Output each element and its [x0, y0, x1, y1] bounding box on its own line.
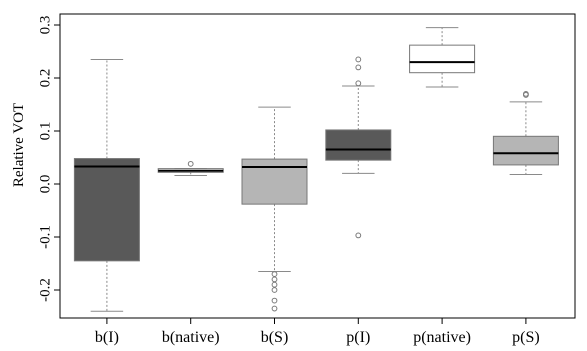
y-tick-label: -0.1 — [37, 225, 53, 249]
x-tick-label: b(I) — [95, 329, 119, 346]
outlier-point — [271, 281, 278, 288]
y-axis: -0.2 -0.1 0.0 0.1 0.2 0.3 — [37, 16, 60, 302]
x-tick-label: p(S) — [512, 329, 540, 346]
outlier-point — [355, 56, 362, 63]
outlier-point — [355, 80, 362, 87]
y-tick-label: -0.2 — [37, 278, 53, 302]
y-tick-label: 0.0 — [37, 175, 53, 194]
boxes — [73, 27, 559, 312]
box-b(native) — [157, 160, 224, 177]
plot-frame — [59, 13, 576, 319]
outlier-point — [355, 232, 362, 239]
y-tick-label: 0.1 — [37, 122, 53, 141]
y-tick-label: 0.2 — [37, 69, 53, 88]
outlier-point — [271, 297, 278, 304]
x-axis-labels: b(I) b(native) b(S) p(I) p(native) p(S) — [95, 318, 540, 346]
x-tick-label: b(S) — [261, 329, 289, 346]
y-tick-label: 0.3 — [37, 16, 53, 35]
box-body — [241, 158, 308, 205]
box-body — [409, 44, 476, 74]
box-b(I) — [73, 58, 140, 312]
outlier-point — [271, 271, 278, 278]
box-body — [73, 158, 140, 262]
outlier-point — [271, 287, 278, 293]
box-p(I) — [325, 56, 392, 239]
box-b(S) — [241, 106, 308, 312]
outlier-point — [271, 305, 278, 312]
outlier-point — [355, 64, 362, 71]
plot-border — [59, 13, 576, 319]
box-body — [325, 129, 392, 161]
x-tick-label: b(native) — [162, 329, 220, 346]
box-p(S) — [492, 91, 559, 175]
outlier-point — [187, 160, 194, 167]
x-tick-label: p(native) — [413, 329, 471, 346]
box-body — [492, 135, 559, 166]
box-p(native) — [409, 27, 476, 88]
x-tick-label: p(I) — [346, 329, 370, 346]
y-axis-label: Relative VOT — [11, 103, 27, 187]
outlier-point — [523, 92, 529, 98]
outlier-point — [271, 276, 278, 283]
